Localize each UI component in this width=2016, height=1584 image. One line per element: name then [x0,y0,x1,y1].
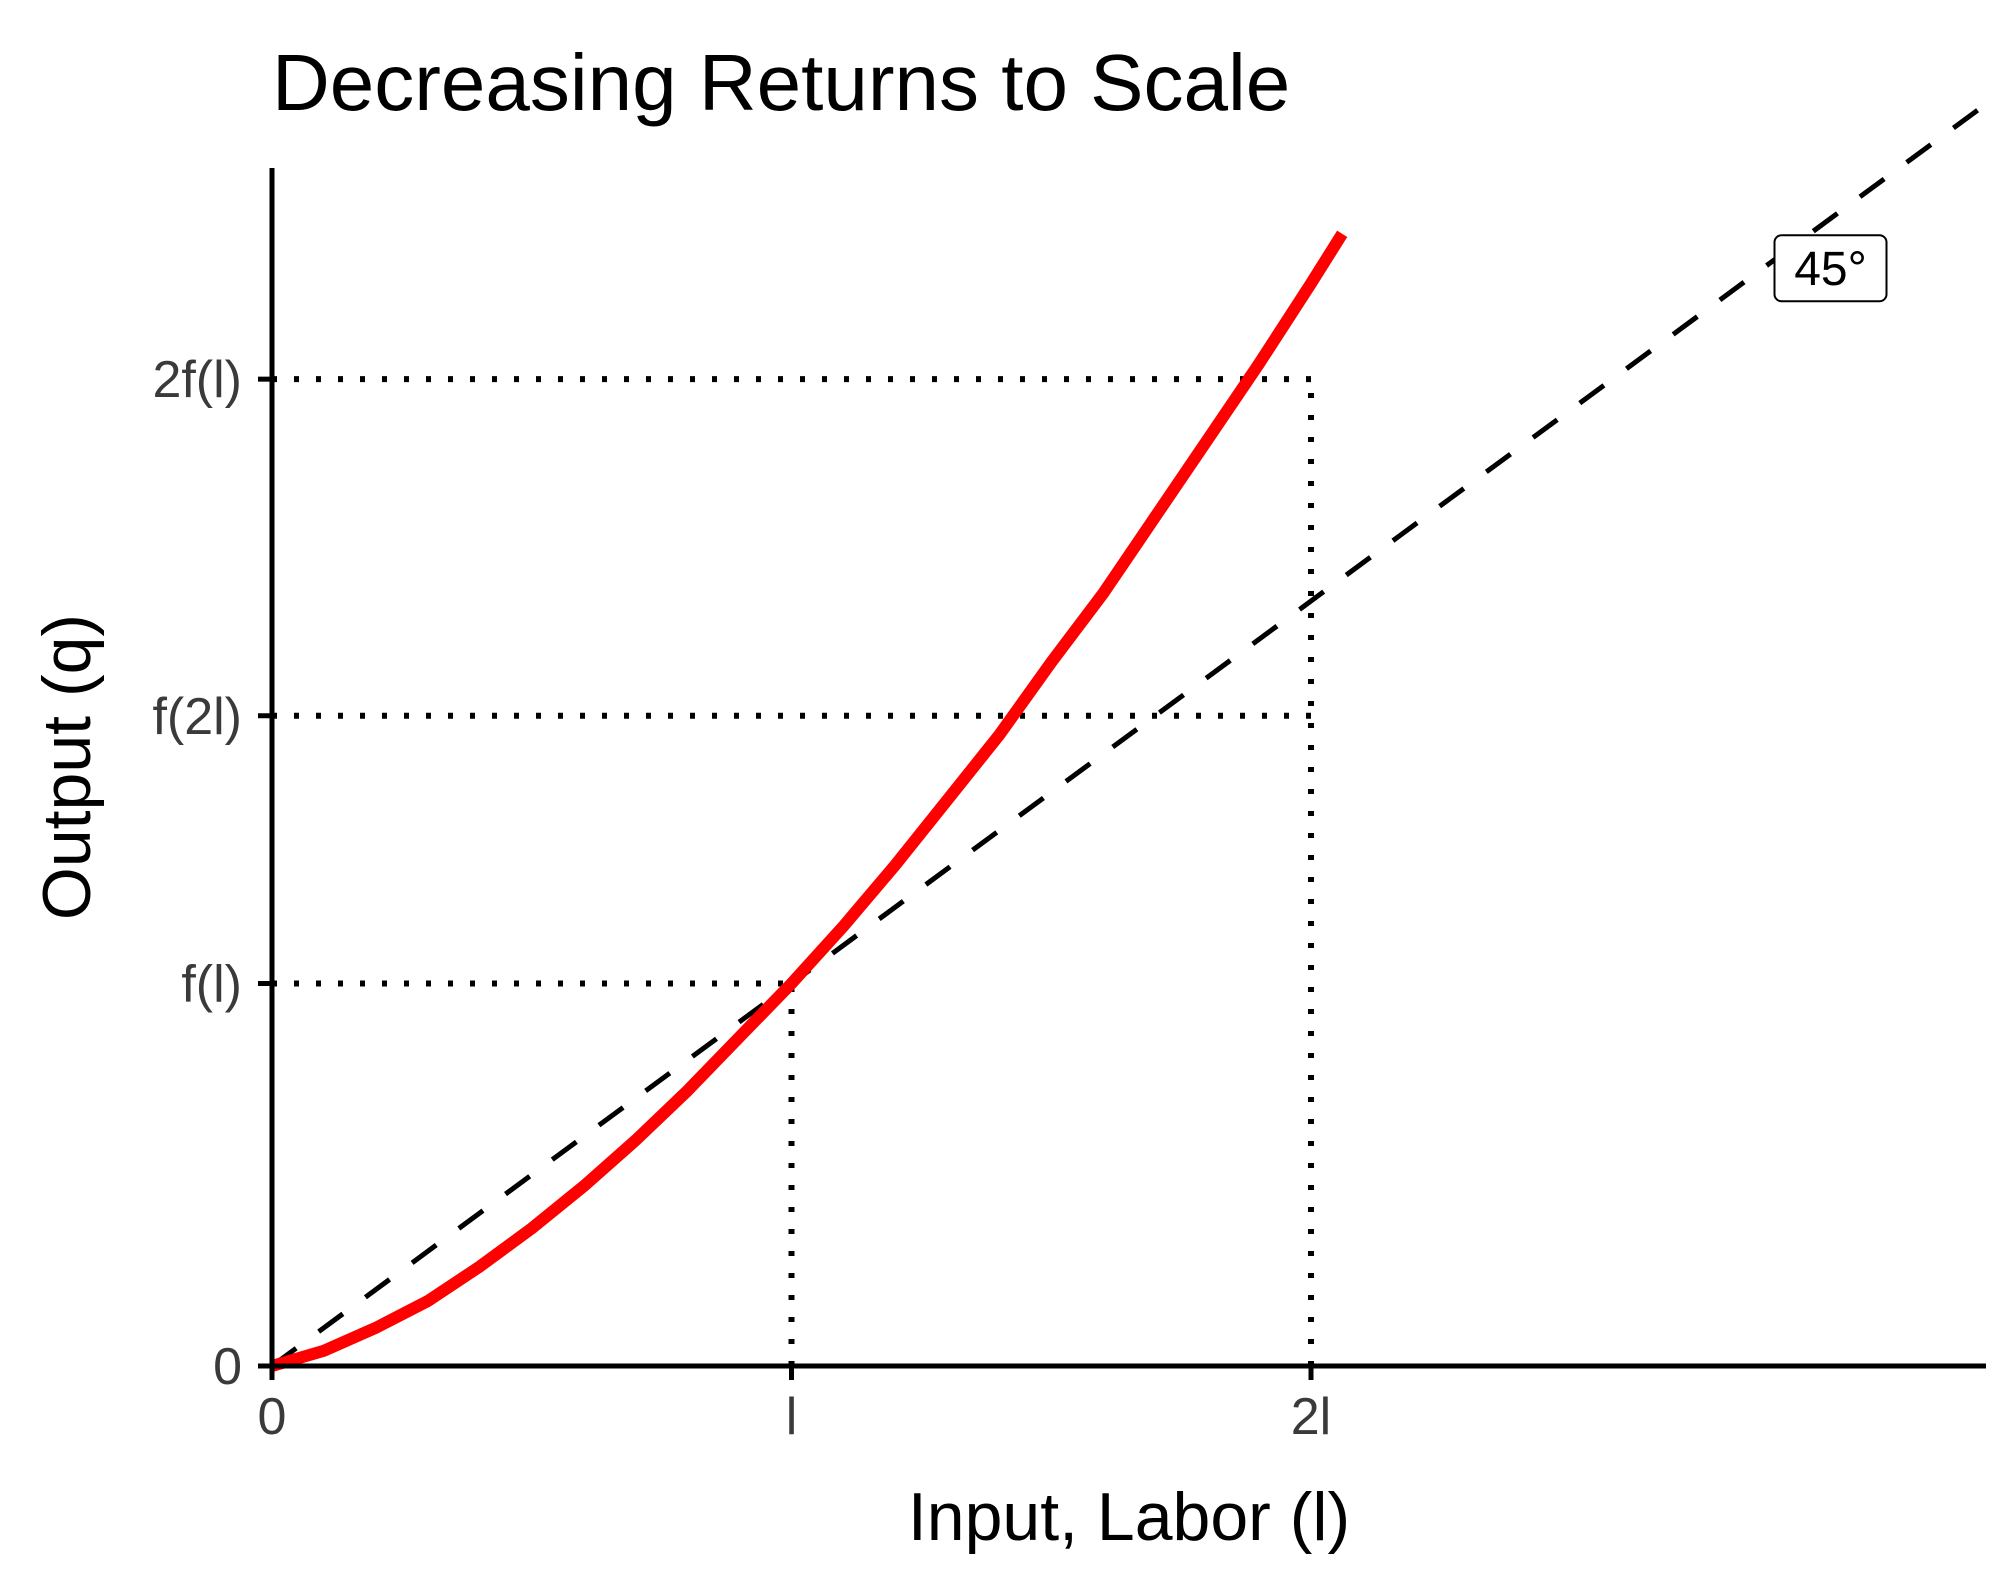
series-layer [270,101,1988,1372]
tick-layer: 0 l 2l 0 f(l) f(2l) 2f(l) [152,351,1331,1446]
y-tick-label-2: f(2l) [152,688,242,746]
x-tick-label-0: 0 [258,1388,287,1446]
annotation-box-0 [1773,234,1888,303]
x-tick-label-1: l [786,1388,798,1446]
y-tick-label-0: 0 [213,1338,242,1396]
annotation-0: 45° [1773,234,1888,303]
chart-title: Decreasing Returns to Scale [272,38,1290,127]
x-axis-title: Input, Labor (l) [908,1479,1350,1555]
series-line-solid [270,230,1348,1372]
y-tick-label-1: f(l) [181,956,242,1014]
x-tick-label-2: 2l [1291,1388,1331,1446]
y-axis-title: Output (q) [29,614,105,920]
annotation-layer: 45° [1773,234,1888,303]
series-line-dashed [270,101,1988,1369]
annotation-label-0: 45° [1794,243,1867,296]
y-tick-label-3: 2f(l) [152,351,242,409]
